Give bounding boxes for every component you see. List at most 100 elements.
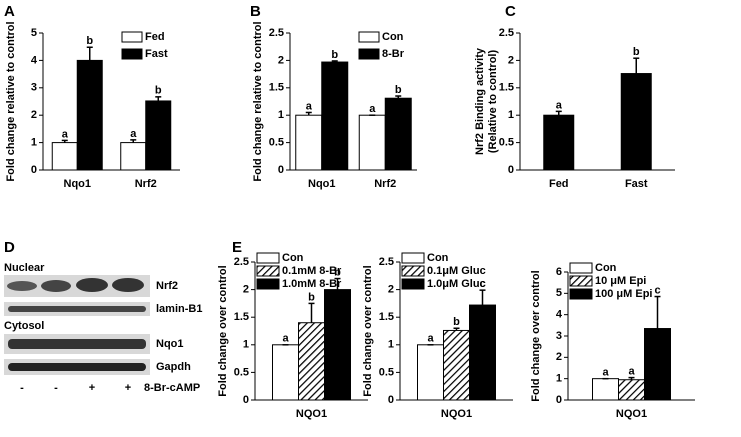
significance-letter: a (369, 103, 376, 115)
bar (76, 59, 103, 171)
y-axis-label: Fold change relative to control (5, 21, 17, 181)
legend-swatch (569, 262, 593, 274)
legend-label: 0.1μM Gluc (427, 265, 486, 277)
significance-letter: a (62, 128, 69, 140)
legend-swatch (121, 31, 143, 43)
y-axis-label: Fold change over control (217, 265, 229, 396)
y-tick-label: 2 (388, 284, 394, 296)
blot-section: Nuclear (4, 262, 45, 274)
error-bar (628, 376, 635, 380)
bar (620, 73, 652, 171)
y-tick-label: 1.5 (499, 82, 514, 94)
band (7, 281, 37, 291)
x-tick-label: NQO1 (296, 408, 327, 420)
error-bar (130, 139, 137, 143)
x-tick-label: Nrf2 (374, 178, 396, 190)
bar (618, 379, 645, 401)
y-axis-label: Fold change over control (530, 270, 542, 401)
band-label: lamin-B1 (156, 303, 202, 315)
panel-letter: D (4, 239, 15, 256)
legend-label: Con (382, 31, 404, 43)
y-axis-label: Fold change over control (362, 265, 374, 396)
x-tick-label: Nqo1 (64, 178, 92, 190)
legend-label: 1.0mM 8-Br (282, 278, 342, 290)
significance-letter: a (306, 100, 313, 112)
y-tick-label: 1.5 (269, 82, 284, 94)
significance-letter: b (453, 316, 460, 328)
legend-label: 0.1mM 8-Br (282, 265, 342, 277)
x-tick-label: Nqo1 (308, 178, 336, 190)
legend-label: 100 μM Epi (595, 288, 652, 300)
bar (145, 100, 172, 171)
legend-swatch (401, 265, 425, 277)
significance-letter: a (427, 333, 434, 345)
y-tick-label: 2 (31, 109, 37, 121)
x-tick-label: NQO1 (441, 408, 472, 420)
x-tick-label: Fast (625, 178, 648, 190)
significance-letter: b (331, 49, 338, 61)
legend-swatch (569, 275, 593, 287)
bar (417, 344, 444, 401)
legend-label: 8-Br (382, 48, 405, 60)
significance-letter: b (334, 266, 341, 278)
significance-letter: b (633, 46, 640, 58)
y-tick-label: 0 (388, 394, 394, 406)
error-bar (86, 46, 93, 61)
legend-swatch (401, 278, 425, 290)
bar (384, 97, 412, 171)
lane-label: - (54, 382, 58, 394)
y-tick-label: 2.5 (379, 256, 394, 268)
error-bar (331, 60, 338, 63)
band-label: Nqo1 (156, 338, 184, 350)
legend-swatch (256, 252, 280, 264)
band (112, 278, 144, 292)
error-bar (479, 289, 486, 306)
y-tick-label: 2 (278, 54, 284, 66)
band-label: Nrf2 (156, 280, 178, 292)
legend-swatch (358, 31, 380, 43)
lane-label: + (89, 382, 95, 394)
bar (272, 344, 299, 401)
error-bar (305, 111, 312, 116)
legend-swatch (569, 288, 593, 300)
band (8, 363, 146, 371)
panel-letter: A (4, 3, 15, 20)
y-tick-label: 5 (31, 27, 37, 39)
significance-letter: a (282, 333, 289, 345)
legend-swatch (256, 278, 280, 290)
y-tick-label: 0.5 (269, 137, 284, 149)
y-axis-label: Fold change relative to control (252, 21, 264, 181)
error-bar (395, 95, 402, 99)
significance-letter: a (628, 366, 635, 378)
error-bar (453, 327, 460, 331)
y-tick-label: 0 (31, 164, 37, 176)
panel-letter: E (232, 239, 242, 256)
blot-panel: D Nuclear Nrf2 lamin-B1 Cytosol Nqo1 Gap… (4, 239, 202, 394)
bar (321, 61, 349, 171)
lane-label: - (20, 382, 24, 394)
chart: Fold change over control 0 0.5 1 1.5 2 2.5 NQO1… (362, 252, 513, 420)
legend-label: Con (427, 252, 449, 264)
legend-swatch (256, 265, 280, 277)
y-tick-label: 0.5 (379, 366, 394, 378)
significance-letter: c (654, 284, 660, 296)
blot-section: Cytosol (4, 320, 44, 332)
significance-letter: a (556, 99, 563, 111)
bar (295, 114, 323, 171)
y-tick-label: 0 (556, 394, 562, 406)
y-tick-label: 4 (556, 309, 563, 321)
y-tick-label: 2 (508, 54, 514, 66)
significance-letter: b (395, 84, 402, 96)
legend-label: Con (282, 252, 304, 264)
legend-label: Con (595, 262, 617, 274)
error-bar (308, 302, 315, 323)
x-tick-label: NQO1 (616, 408, 647, 420)
y-tick-label: 2.5 (234, 256, 249, 268)
bar (644, 328, 671, 401)
y-tick-label: 1 (556, 373, 562, 385)
y-tick-label: 1 (388, 339, 394, 351)
significance-letter: a (130, 128, 137, 140)
bar (592, 378, 619, 401)
y-tick-label: 1 (508, 109, 514, 121)
